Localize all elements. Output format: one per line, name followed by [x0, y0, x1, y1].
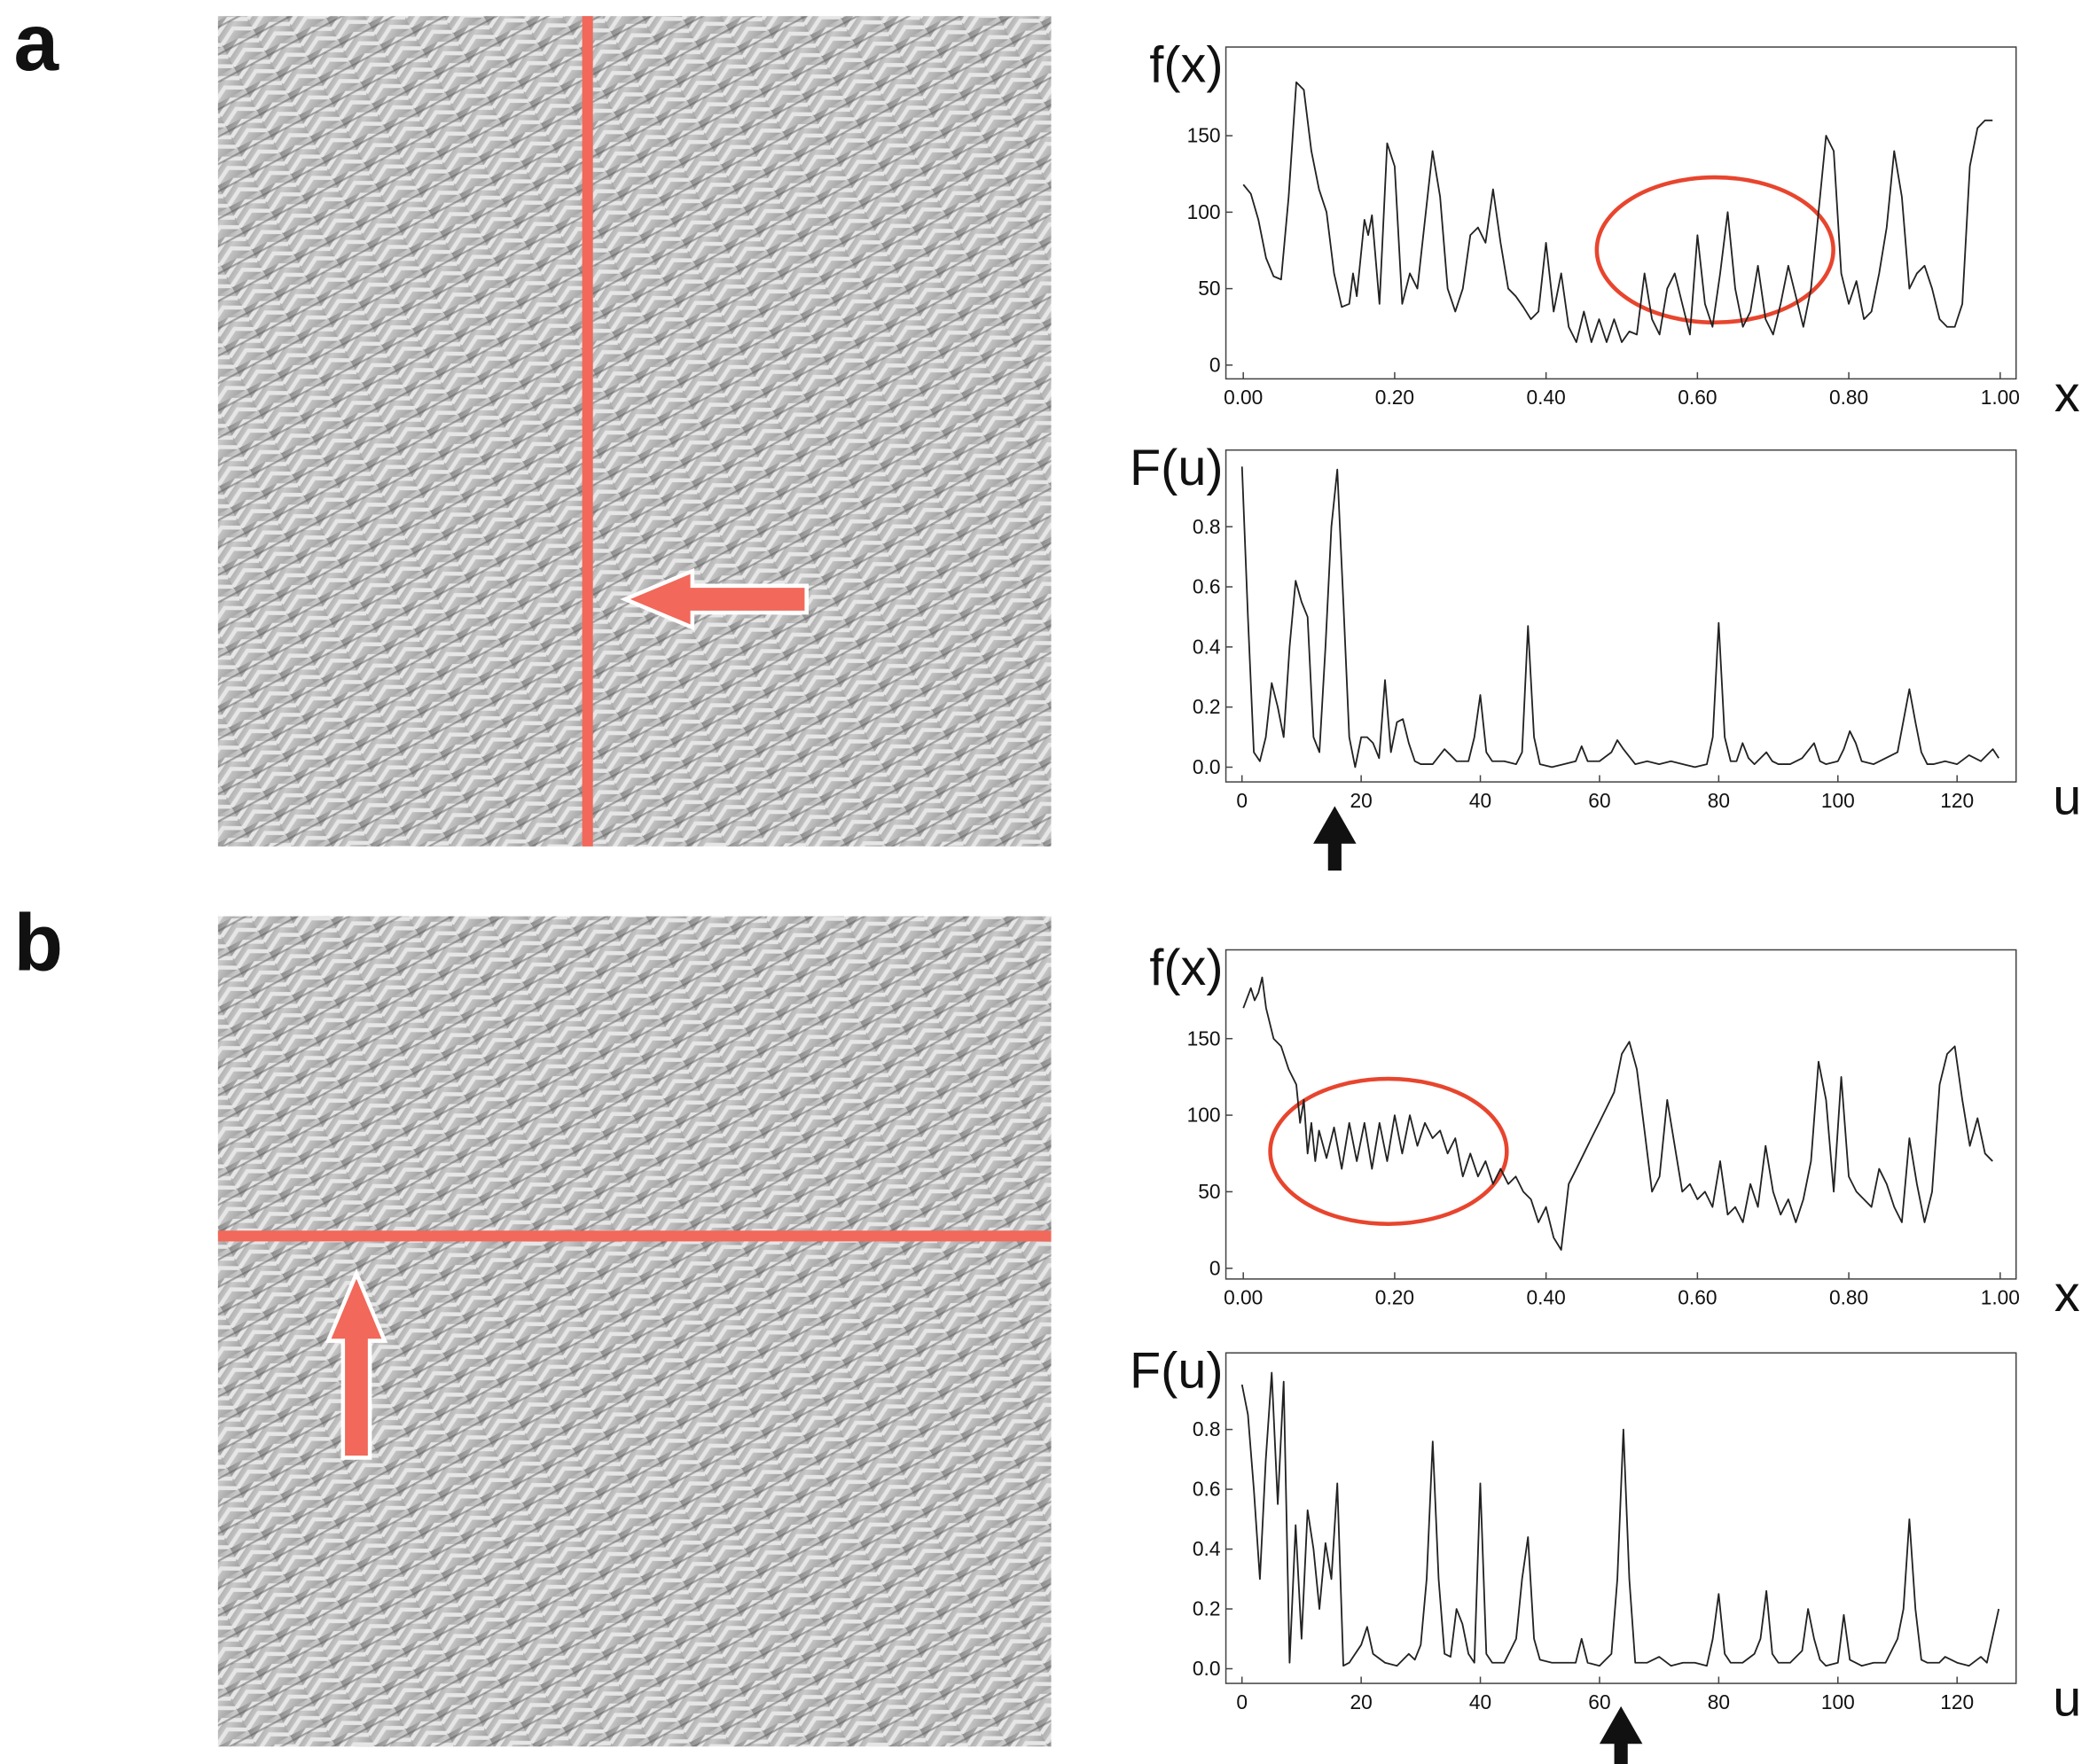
x-tick-label: 80 — [1708, 1690, 1730, 1713]
y-axis-label: f(x) — [1149, 36, 1223, 93]
x-axis-label: u — [2053, 769, 2081, 825]
x-tick-label: 0.20 — [1375, 1286, 1414, 1309]
x-tick-label: 60 — [1588, 789, 1610, 812]
x-tick-label: 20 — [1350, 1690, 1372, 1713]
x-tick-label: 1.00 — [1981, 386, 2020, 409]
plot-frame — [1225, 948, 2017, 1280]
scan-line — [582, 16, 593, 847]
y-tick-label: 0 — [1209, 353, 1221, 376]
x-axis-label: x — [2054, 1266, 2080, 1323]
y-tick-label: 50 — [1198, 277, 1220, 300]
x-tick-label: 100 — [1821, 789, 1855, 812]
black-arrow — [1599, 1705, 1643, 1764]
x-tick-label: 120 — [1940, 1690, 1974, 1713]
scan-line — [217, 1230, 1052, 1242]
y-tick-label: 0.8 — [1193, 515, 1221, 538]
x-tick-label: 120 — [1940, 789, 1974, 812]
y-tick-label: 0.4 — [1193, 635, 1221, 658]
x-axis-label: u — [2053, 1670, 2081, 1727]
y-tick-label: 0.4 — [1193, 1537, 1221, 1560]
panel-label: b — [13, 898, 63, 987]
x-tick-label: 0.20 — [1375, 386, 1414, 409]
x-tick-label: 0.60 — [1678, 1286, 1717, 1309]
y-tick-label: 0.0 — [1193, 1657, 1221, 1680]
x-tick-label: 0.00 — [1224, 1286, 1263, 1309]
x-tick-label: 0.80 — [1829, 386, 1868, 409]
x-tick-label: 40 — [1469, 1690, 1491, 1713]
x-tick-label: 1.00 — [1981, 1286, 2020, 1309]
x-tick-label: 80 — [1708, 789, 1730, 812]
y-tick-label: 0.8 — [1193, 1417, 1221, 1440]
red-arrow — [325, 1268, 388, 1460]
plot-frame — [1225, 1352, 2017, 1684]
y-tick-label: 150 — [1187, 1026, 1221, 1050]
x-tick-label: 40 — [1469, 789, 1491, 812]
x-axis-label: x — [2054, 366, 2080, 423]
highlight-ellipse — [1594, 175, 1835, 325]
x-tick-label: 100 — [1821, 1690, 1855, 1713]
data-line — [1240, 466, 1999, 769]
plot-frame — [1225, 46, 2017, 380]
x-tick-label: 0.00 — [1224, 386, 1263, 409]
data-line — [1242, 976, 1993, 1251]
y-tick-label: 0.2 — [1193, 1597, 1221, 1620]
y-tick-label: 0 — [1209, 1256, 1221, 1279]
photo — [217, 16, 1052, 847]
y-tick-label: 100 — [1187, 200, 1221, 223]
plot-frame — [1225, 449, 2017, 783]
red-arrow — [620, 567, 809, 631]
y-tick-label: 0.0 — [1193, 755, 1221, 778]
x-tick-label: 0.80 — [1829, 1286, 1868, 1309]
x-tick-label: 0 — [1236, 789, 1248, 812]
y-tick-label: 150 — [1187, 124, 1221, 147]
x-tick-label: 0.40 — [1527, 386, 1566, 409]
data-line — [1240, 1371, 2000, 1667]
x-tick-label: 20 — [1350, 789, 1372, 812]
y-tick-label: 50 — [1198, 1180, 1220, 1203]
x-tick-label: 0.40 — [1527, 1286, 1566, 1309]
y-tick-label: 0.2 — [1193, 695, 1221, 718]
panel-label: a — [13, 0, 59, 88]
data-line — [1242, 81, 1993, 343]
y-tick-label: 0.6 — [1193, 1478, 1221, 1501]
y-tick-label: 100 — [1187, 1104, 1221, 1127]
black-arrow — [1313, 806, 1357, 871]
y-tick-label: 0.6 — [1193, 575, 1221, 598]
x-tick-label: 0.60 — [1678, 386, 1717, 409]
x-tick-label: 60 — [1588, 1690, 1610, 1713]
x-tick-label: 0 — [1236, 1690, 1248, 1713]
highlight-ellipse — [1268, 1076, 1509, 1226]
y-axis-label: F(u) — [1130, 1343, 1224, 1400]
y-axis-label: f(x) — [1149, 940, 1223, 996]
y-axis-label: F(u) — [1130, 440, 1224, 496]
